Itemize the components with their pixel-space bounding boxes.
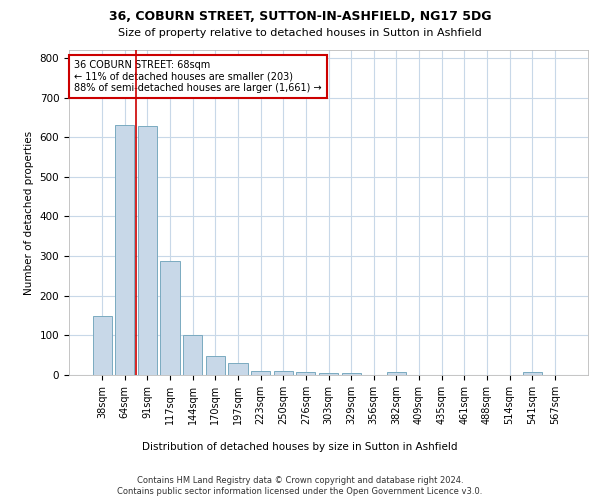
Bar (251, 370, 270, 375)
Text: Contains HM Land Registry data © Crown copyright and database right 2024.: Contains HM Land Registry data © Crown c… (137, 476, 463, 485)
Text: 36 COBURN STREET: 68sqm
← 11% of detached houses are smaller (203)
88% of semi-d: 36 COBURN STREET: 68sqm ← 11% of detache… (74, 60, 322, 93)
Text: 36, COBURN STREET, SUTTON-IN-ASHFIELD, NG17 5DG: 36, COBURN STREET, SUTTON-IN-ASHFIELD, N… (109, 10, 491, 23)
Bar (387, 372, 406, 375)
Bar (206, 356, 225, 375)
Bar (160, 261, 180, 375)
Bar (229, 363, 248, 375)
Bar (341, 373, 361, 375)
Bar (274, 370, 293, 375)
Bar (319, 372, 338, 375)
Bar (138, 126, 157, 375)
Bar (92, 316, 112, 375)
Y-axis label: Number of detached properties: Number of detached properties (24, 130, 34, 294)
Text: Size of property relative to detached houses in Sutton in Ashfield: Size of property relative to detached ho… (118, 28, 482, 38)
Bar (296, 372, 316, 375)
Bar (115, 124, 134, 375)
Text: Contains public sector information licensed under the Open Government Licence v3: Contains public sector information licen… (118, 488, 482, 496)
Bar (523, 372, 542, 375)
Bar (183, 334, 202, 375)
Text: Distribution of detached houses by size in Sutton in Ashfield: Distribution of detached houses by size … (142, 442, 458, 452)
